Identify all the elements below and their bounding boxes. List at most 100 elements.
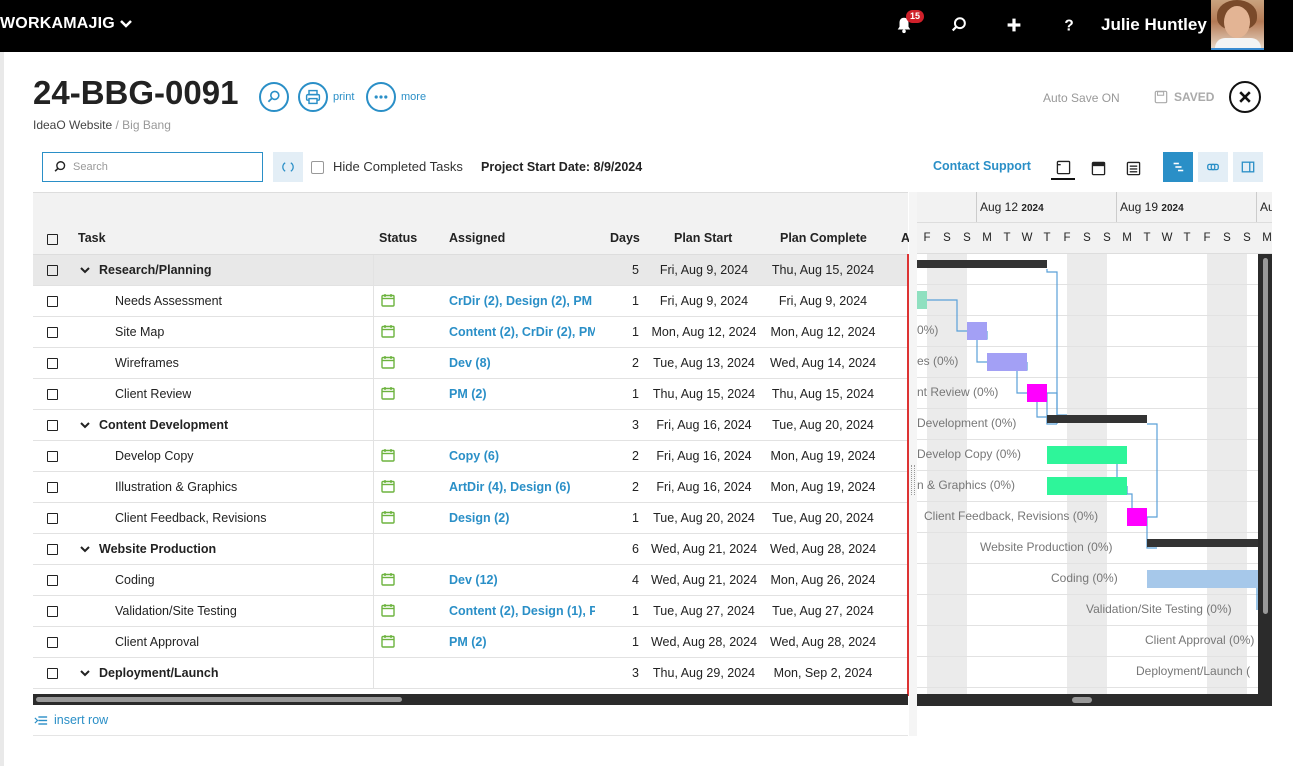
print-label[interactable]: print: [333, 91, 355, 103]
calendar-icon[interactable]: [381, 386, 395, 400]
refresh-button[interactable]: [273, 152, 303, 182]
row-checkbox[interactable]: [47, 420, 58, 431]
task-name[interactable]: Wireframes: [115, 356, 179, 370]
plan-complete-value[interactable]: Mon, Aug 19, 2024: [770, 480, 876, 494]
days-value[interactable]: 6: [632, 542, 639, 556]
row-checkbox[interactable]: [47, 327, 58, 338]
days-value[interactable]: 1: [632, 511, 639, 525]
plan-complete-value[interactable]: Thu, Aug 15, 2024: [771, 263, 875, 277]
table-row[interactable]: Content Development 3 Fri, Aug 16, 2024 …: [33, 410, 908, 441]
table-row[interactable]: Website Production 6 Wed, Aug 21, 2024 W…: [33, 534, 908, 565]
search-box[interactable]: [42, 152, 263, 182]
plan-complete-value[interactable]: Mon, Aug 12, 2024: [770, 325, 876, 339]
close-button[interactable]: [1229, 81, 1261, 113]
assigned-value[interactable]: ArtDir (4), Design (6): [449, 480, 571, 494]
insert-row-button[interactable]: insert row: [34, 713, 108, 727]
plan-start-value[interactable]: Fri, Aug 9, 2024: [659, 294, 749, 308]
gantt-task-bar[interactable]: [1047, 446, 1127, 464]
plan-start-value[interactable]: Thu, Aug 29, 2024: [652, 666, 756, 680]
assigned-value[interactable]: Content (2), CrDir (2), PM: [449, 325, 595, 339]
assigned-value[interactable]: PM (2): [449, 635, 487, 649]
more-button[interactable]: [366, 82, 396, 112]
plan-complete-value[interactable]: Wed, Aug 28, 2024: [769, 635, 877, 649]
task-name[interactable]: Site Map: [115, 325, 165, 339]
select-all-checkbox[interactable]: [47, 234, 58, 245]
days-value[interactable]: 1: [632, 325, 639, 339]
plan-start-value[interactable]: Tue, Aug 27, 2024: [653, 604, 755, 618]
gantt-task-bar[interactable]: [1047, 477, 1127, 495]
days-value[interactable]: 1: [632, 604, 639, 618]
plan-start-value[interactable]: Fri, Aug 16, 2024: [656, 480, 752, 494]
more-label[interactable]: more: [401, 91, 427, 103]
help-icon[interactable]: ?: [1058, 14, 1080, 36]
column-header-actual[interactable]: A: [901, 231, 911, 245]
gantt-task-bar[interactable]: [967, 322, 987, 340]
task-name[interactable]: Validation/Site Testing: [115, 604, 237, 618]
row-checkbox[interactable]: [47, 575, 58, 586]
autosave-toggle[interactable]: Auto Save ON: [1043, 91, 1120, 105]
assigned-value[interactable]: Dev (12): [449, 573, 498, 587]
chevron-down-icon[interactable]: [80, 544, 90, 554]
gantt-task-bar[interactable]: [1147, 570, 1259, 588]
task-name[interactable]: Illustration & Graphics: [115, 480, 238, 494]
table-row[interactable]: Client Feedback, Revisions Design (2) 1 …: [33, 503, 908, 534]
gantt-task-bar[interactable]: [987, 353, 1027, 371]
plan-start-value[interactable]: Tue, Aug 13, 2024: [653, 356, 755, 370]
row-checkbox[interactable]: [47, 606, 58, 617]
gantt-horizontal-scrollbar[interactable]: [917, 694, 1272, 706]
hide-completed-label[interactable]: Hide Completed Tasks: [333, 159, 463, 174]
task-name[interactable]: Deployment/Launch: [99, 666, 219, 680]
assigned-value[interactable]: CrDir (2), Design (2), PM (2: [449, 294, 595, 308]
column-header-status[interactable]: Status: [379, 231, 418, 245]
task-name[interactable]: Client Review: [115, 387, 192, 401]
plan-complete-value[interactable]: Mon, Sep 2, 2024: [773, 666, 873, 680]
days-value[interactable]: 2: [632, 480, 639, 494]
table-row[interactable]: Client Approval PM (2) 1 Wed, Aug 28, 20…: [33, 627, 908, 658]
splitter-handle-icon[interactable]: [911, 465, 915, 495]
chevron-down-icon[interactable]: [80, 265, 90, 275]
view-list-icon[interactable]: [1121, 156, 1145, 180]
view-compact-icon[interactable]: [1051, 156, 1075, 180]
plan-complete-value[interactable]: Tue, Aug 20, 2024: [772, 511, 874, 525]
days-value[interactable]: 1: [632, 387, 639, 401]
scrollbar-thumb[interactable]: [1263, 258, 1268, 614]
contact-support-link[interactable]: Contact Support: [933, 159, 1031, 173]
table-row[interactable]: Wireframes Dev (8) 2 Tue, Aug 13, 2024 W…: [33, 348, 908, 379]
plan-complete-value[interactable]: Tue, Aug 20, 2024: [772, 418, 874, 432]
days-value[interactable]: 3: [632, 666, 639, 680]
column-header-task[interactable]: Task: [78, 231, 106, 245]
plan-start-value[interactable]: Tue, Aug 20, 2024: [653, 511, 755, 525]
days-value[interactable]: 3: [632, 418, 639, 432]
gantt-vertical-scrollbar[interactable]: [1258, 254, 1272, 696]
column-header-days[interactable]: Days: [610, 231, 640, 245]
gantt-summary-bar[interactable]: [1047, 415, 1147, 423]
plan-complete-value[interactable]: Mon, Aug 26, 2024: [770, 573, 876, 587]
column-header-plan-complete[interactable]: Plan Complete: [780, 231, 867, 245]
scrollbar-thumb[interactable]: [1072, 697, 1092, 703]
plan-start-value[interactable]: Thu, Aug 15, 2024: [652, 387, 756, 401]
gantt-summary-bar[interactable]: [917, 260, 1047, 268]
row-checkbox[interactable]: [47, 451, 58, 462]
column-header-assigned[interactable]: Assigned: [449, 231, 506, 245]
calendar-icon[interactable]: [381, 448, 395, 462]
user-avatar[interactable]: [1211, 0, 1264, 50]
days-value[interactable]: 1: [632, 294, 639, 308]
grid-horizontal-scrollbar[interactable]: [33, 694, 908, 705]
plan-complete-value[interactable]: Wed, Aug 28, 2024: [769, 542, 877, 556]
plan-complete-value[interactable]: Wed, Aug 14, 2024: [769, 356, 877, 370]
pane-splitter[interactable]: [909, 192, 917, 736]
app-menu[interactable]: WORKAMAJIG: [0, 15, 133, 33]
row-checkbox[interactable]: [47, 668, 58, 679]
gantt-task-bar[interactable]: [1027, 384, 1047, 402]
assigned-value[interactable]: Copy (6): [449, 449, 499, 463]
assigned-value[interactable]: Design (2): [449, 511, 510, 525]
calendar-icon[interactable]: [381, 479, 395, 493]
table-row[interactable]: Coding Dev (12) 4 Wed, Aug 21, 2024 Mon,…: [33, 565, 908, 596]
calendar-icon[interactable]: [381, 293, 395, 307]
task-name[interactable]: Develop Copy: [115, 449, 194, 463]
gantt-task-bar[interactable]: [1127, 508, 1147, 526]
table-row[interactable]: Validation/Site Testing Content (2), Des…: [33, 596, 908, 627]
plan-start-value[interactable]: Wed, Aug 21, 2024: [650, 542, 758, 556]
plan-complete-value[interactable]: Fri, Aug 9, 2024: [778, 294, 868, 308]
user-name[interactable]: Julie Huntley: [1101, 15, 1207, 34]
